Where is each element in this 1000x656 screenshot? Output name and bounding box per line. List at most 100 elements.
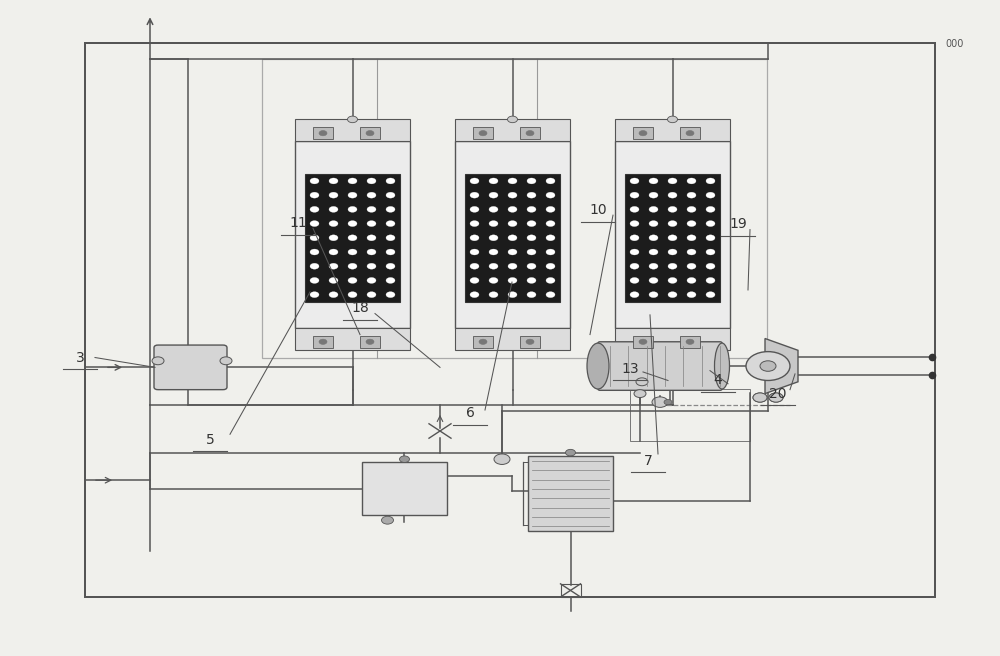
Circle shape	[546, 192, 555, 198]
Bar	[295, 119, 410, 141]
Circle shape	[367, 207, 376, 213]
Circle shape	[310, 263, 319, 269]
Circle shape	[329, 292, 338, 298]
Circle shape	[706, 207, 715, 213]
Circle shape	[329, 220, 338, 226]
Bar	[473, 336, 493, 348]
Bar	[625, 174, 720, 302]
Circle shape	[686, 339, 694, 344]
Circle shape	[310, 207, 319, 213]
Circle shape	[348, 207, 357, 213]
Circle shape	[386, 207, 395, 213]
Circle shape	[668, 116, 678, 123]
Circle shape	[508, 220, 517, 226]
Bar	[560, 584, 580, 597]
Circle shape	[649, 235, 658, 241]
Circle shape	[310, 277, 319, 283]
Circle shape	[310, 178, 319, 184]
Circle shape	[526, 339, 534, 344]
Bar	[633, 336, 653, 348]
Circle shape	[668, 249, 677, 255]
Circle shape	[329, 207, 338, 213]
Ellipse shape	[587, 343, 609, 389]
Circle shape	[489, 277, 498, 283]
Circle shape	[220, 357, 232, 365]
Circle shape	[470, 192, 479, 198]
Circle shape	[310, 235, 319, 241]
Circle shape	[367, 249, 376, 255]
Circle shape	[508, 116, 518, 123]
Circle shape	[630, 292, 639, 298]
Circle shape	[687, 263, 696, 269]
Circle shape	[489, 192, 498, 198]
Bar	[680, 127, 700, 139]
Circle shape	[348, 249, 357, 255]
Circle shape	[687, 235, 696, 241]
Circle shape	[508, 178, 517, 184]
Circle shape	[760, 361, 776, 371]
Circle shape	[527, 220, 536, 226]
Circle shape	[508, 235, 517, 241]
Circle shape	[399, 456, 410, 462]
Circle shape	[310, 192, 319, 198]
Bar	[615, 328, 730, 350]
Circle shape	[753, 393, 767, 402]
Circle shape	[348, 277, 357, 283]
Bar	[313, 127, 333, 139]
Text: 3: 3	[76, 350, 84, 365]
Circle shape	[706, 220, 715, 226]
Circle shape	[668, 192, 677, 198]
Circle shape	[470, 263, 479, 269]
Circle shape	[566, 449, 576, 456]
Circle shape	[630, 263, 639, 269]
Circle shape	[348, 220, 357, 226]
Circle shape	[527, 249, 536, 255]
Circle shape	[508, 192, 517, 198]
Circle shape	[470, 277, 479, 283]
Circle shape	[386, 292, 395, 298]
Circle shape	[630, 220, 639, 226]
Circle shape	[329, 249, 338, 255]
Circle shape	[386, 220, 395, 226]
Circle shape	[367, 235, 376, 241]
Circle shape	[649, 277, 658, 283]
Circle shape	[546, 207, 555, 213]
Circle shape	[494, 454, 510, 464]
Circle shape	[706, 263, 715, 269]
Circle shape	[746, 352, 790, 380]
Bar	[313, 336, 333, 348]
Circle shape	[386, 249, 395, 255]
Bar	[305, 174, 400, 302]
Text: 19: 19	[729, 217, 747, 232]
Circle shape	[367, 178, 376, 184]
Circle shape	[634, 390, 646, 398]
Circle shape	[386, 192, 395, 198]
Circle shape	[348, 178, 357, 184]
Text: 13: 13	[621, 361, 639, 376]
Circle shape	[386, 277, 395, 283]
Circle shape	[348, 116, 358, 123]
Circle shape	[527, 207, 536, 213]
Circle shape	[649, 249, 658, 255]
Circle shape	[546, 178, 555, 184]
Circle shape	[664, 400, 672, 405]
Bar	[615, 141, 730, 328]
Circle shape	[348, 292, 357, 298]
Bar	[465, 174, 560, 302]
Bar	[360, 127, 380, 139]
Circle shape	[348, 263, 357, 269]
Circle shape	[470, 235, 479, 241]
Bar	[85, 43, 935, 597]
Circle shape	[546, 220, 555, 226]
Circle shape	[489, 178, 498, 184]
Circle shape	[348, 192, 357, 198]
Circle shape	[668, 220, 677, 226]
Circle shape	[310, 249, 319, 255]
FancyBboxPatch shape	[598, 342, 722, 390]
Circle shape	[668, 263, 677, 269]
Circle shape	[367, 263, 376, 269]
Bar	[615, 119, 730, 141]
Circle shape	[687, 192, 696, 198]
Bar	[455, 119, 570, 141]
Circle shape	[630, 207, 639, 213]
